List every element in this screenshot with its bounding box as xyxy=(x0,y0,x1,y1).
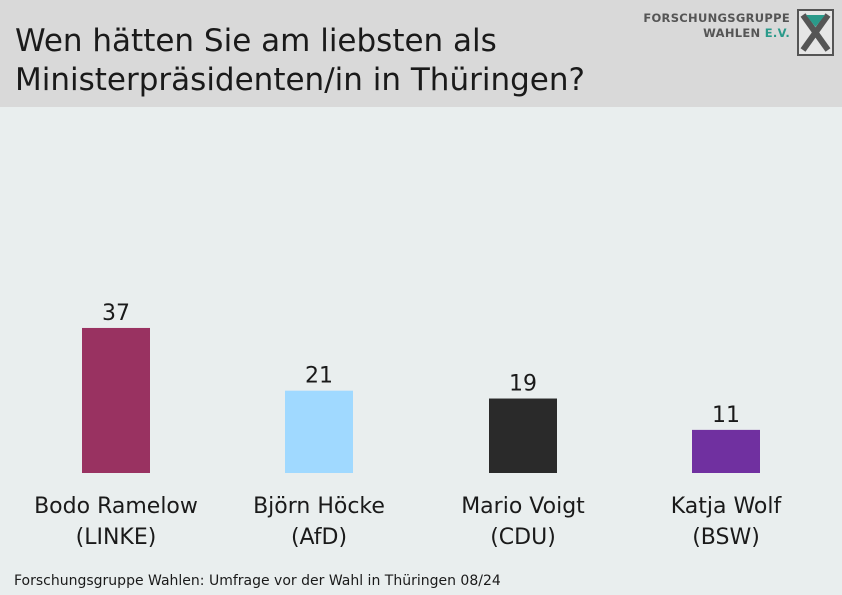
data-label-4: 11 xyxy=(712,403,740,428)
source-note: Forschungsgruppe Wahlen: Umfrage vor der… xyxy=(14,573,501,589)
bar-3 xyxy=(489,398,557,473)
category-label-4-line-2: (BSW) xyxy=(692,525,760,550)
bar-4 xyxy=(692,429,760,473)
category-label-1-line-2: (LINKE) xyxy=(76,525,157,550)
logo-text: FORSCHUNGSGRUPPE WAHLEN E.V. xyxy=(643,11,790,41)
logo-line2: WAHLEN E.V. xyxy=(643,26,790,41)
data-label-2: 21 xyxy=(305,364,333,389)
logo-line2-accent: E.V. xyxy=(764,26,790,40)
data-label-1: 37 xyxy=(102,301,130,326)
logo-mark-icon xyxy=(797,9,834,56)
logo-line2-main: WAHLEN xyxy=(703,26,761,40)
header: Wen hätten Sie am liebsten als Ministerp… xyxy=(0,0,842,107)
category-label-3-line-1: Mario Voigt xyxy=(461,494,585,519)
logo-line1: FORSCHUNGSGRUPPE xyxy=(643,11,790,25)
data-label-3: 19 xyxy=(509,372,537,397)
category-label-2-line-1: Björn Höcke xyxy=(253,494,385,519)
category-label-2-line-2: (AfD) xyxy=(291,525,347,550)
chart-title: Wen hätten Sie am liebsten als Ministerp… xyxy=(15,23,585,98)
category-label-3-line-2: (CDU) xyxy=(490,525,556,550)
category-label-4-line-1: Katja Wolf xyxy=(671,494,783,519)
bar-1 xyxy=(82,327,150,473)
logo: FORSCHUNGSGRUPPE WAHLEN E.V. xyxy=(643,9,834,57)
bar-chart: 37 Bodo Ramelow (LINKE) 21 Björn Höcke (AfD) 1… xyxy=(34,301,783,550)
bar-2 xyxy=(285,390,353,473)
category-label-1-line-1: Bodo Ramelow xyxy=(34,494,198,519)
